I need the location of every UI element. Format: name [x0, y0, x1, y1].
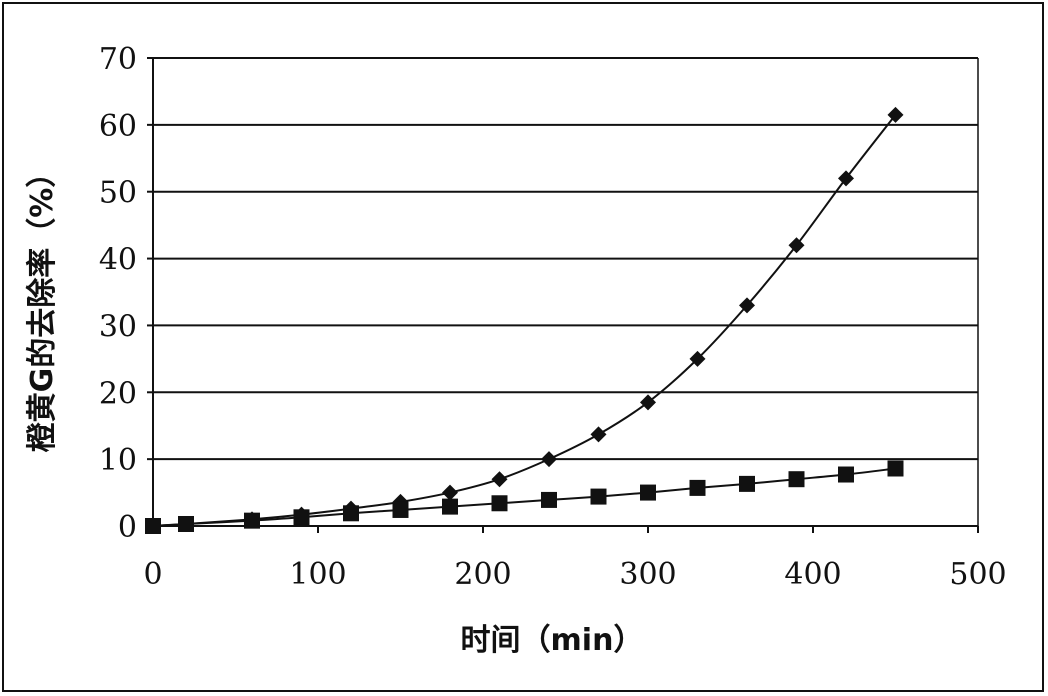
- series-2-point-300: [640, 484, 656, 501]
- y-tick-label-20: 20: [99, 376, 137, 411]
- series-1-point-360: [739, 297, 755, 314]
- y-tick-label-0: 0: [118, 510, 137, 545]
- y-tick-label-70: 70: [99, 42, 137, 77]
- y-tick-label-10: 10: [99, 443, 137, 478]
- y-tick-label-40: 40: [99, 243, 137, 278]
- series-2-point-330: [689, 479, 706, 496]
- series-2-point-20: [178, 515, 194, 532]
- series-2-point-390: [788, 471, 805, 488]
- series-2-point-270: [590, 488, 607, 505]
- series-1: [145, 106, 904, 534]
- y-tick-label-50: 50: [99, 176, 137, 211]
- series-2-point-150: [392, 501, 409, 518]
- series-1-point-420: [838, 170, 854, 187]
- y-axis-label: 橙黄G的去除率（%）: [25, 158, 60, 453]
- x-tick-label-200: 200: [454, 557, 511, 592]
- series-2-line: [152, 467, 896, 527]
- grid-lines: [153, 57, 978, 527]
- series-group: [145, 106, 904, 534]
- series-1-point-300: [640, 394, 656, 411]
- x-tick-labels: 0 100 200 300 400 500: [143, 557, 1006, 592]
- y-tick-labels: 0 10 20 30 40 50 60 70: [99, 42, 137, 545]
- series-2-point-120: [343, 505, 359, 522]
- series-1-point-270: [590, 426, 607, 443]
- series-1-point-210: [491, 471, 508, 488]
- series-2: [145, 460, 904, 534]
- y-tick-label-30: 30: [99, 309, 137, 344]
- series-2-point-450: [887, 460, 904, 477]
- x-axis-label: 时间（min）: [461, 623, 644, 658]
- series-2-point-360: [739, 475, 755, 492]
- x-tick-label-100: 100: [289, 557, 346, 592]
- series-2-point-180: [442, 498, 458, 515]
- series-1-point-180: [442, 484, 458, 501]
- series-2-point-60: [244, 512, 260, 529]
- series-1-point-390: [788, 237, 805, 254]
- x-tick-label-0: 0: [143, 557, 162, 592]
- series-2-point-0: [145, 518, 161, 534]
- series-2-point-90: [293, 509, 310, 526]
- series-2-point-210: [491, 495, 508, 512]
- series-2-point-240: [541, 491, 557, 508]
- series-1-point-450: [887, 106, 904, 123]
- x-tick-label-400: 400: [784, 557, 841, 592]
- y-tick-label-60: 60: [99, 109, 137, 144]
- series-1-point-330: [689, 350, 706, 367]
- series-2-point-420: [838, 466, 854, 483]
- series-1-point-240: [541, 451, 557, 468]
- axes: [147, 57, 979, 533]
- series-1-line: [152, 114, 897, 527]
- x-tick-label-500: 500: [949, 557, 1006, 592]
- x-tick-label-300: 300: [619, 557, 676, 592]
